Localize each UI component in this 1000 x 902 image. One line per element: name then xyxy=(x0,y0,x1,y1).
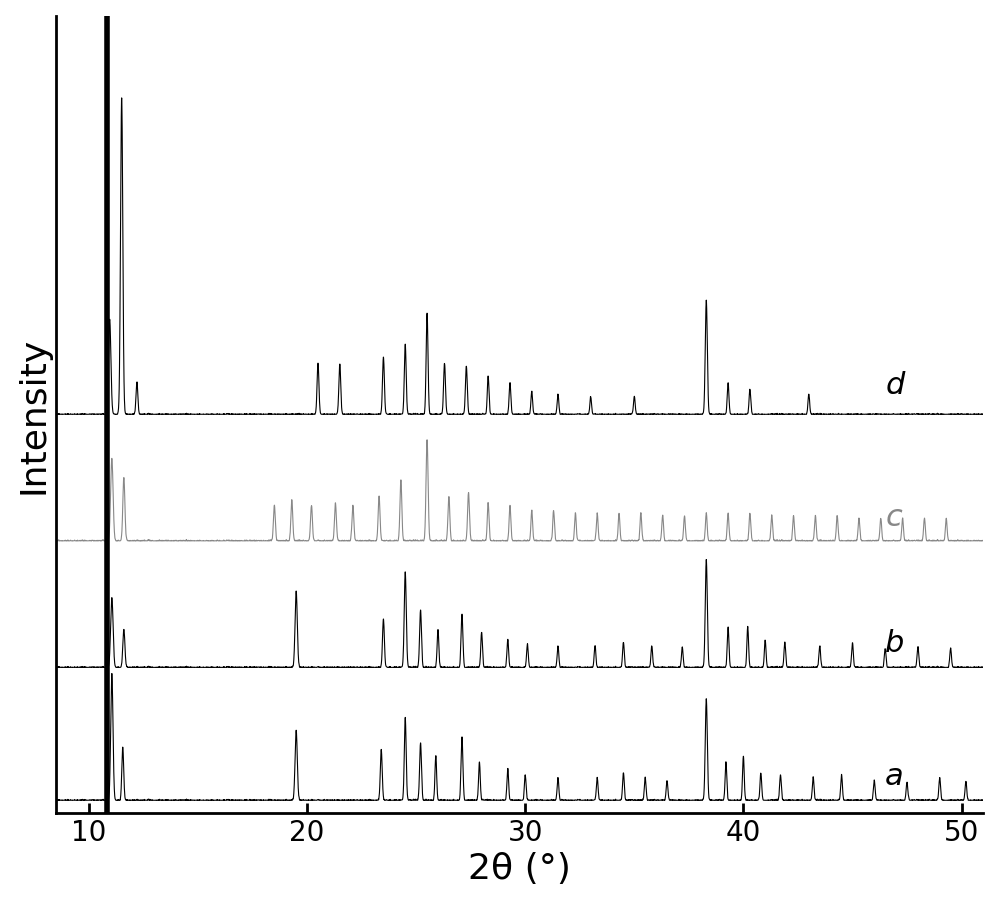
X-axis label: 2θ (°): 2θ (°) xyxy=(468,851,571,886)
Text: a: a xyxy=(885,761,904,790)
Text: b: b xyxy=(885,629,905,658)
Text: d: d xyxy=(885,371,905,400)
Text: c: c xyxy=(885,502,902,531)
Y-axis label: Intensity: Intensity xyxy=(17,336,51,493)
